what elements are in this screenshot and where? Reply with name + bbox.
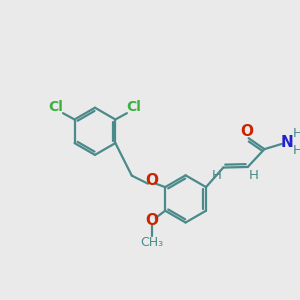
Text: H: H — [212, 169, 222, 182]
Text: N: N — [281, 135, 294, 150]
Text: H: H — [293, 144, 300, 157]
Text: Cl: Cl — [48, 100, 63, 114]
Text: CH₃: CH₃ — [141, 236, 164, 249]
Text: H: H — [249, 169, 259, 182]
Text: H: H — [293, 128, 300, 140]
Text: Cl: Cl — [127, 100, 142, 114]
Text: O: O — [241, 124, 254, 140]
Text: O: O — [146, 213, 159, 228]
Text: O: O — [145, 173, 158, 188]
